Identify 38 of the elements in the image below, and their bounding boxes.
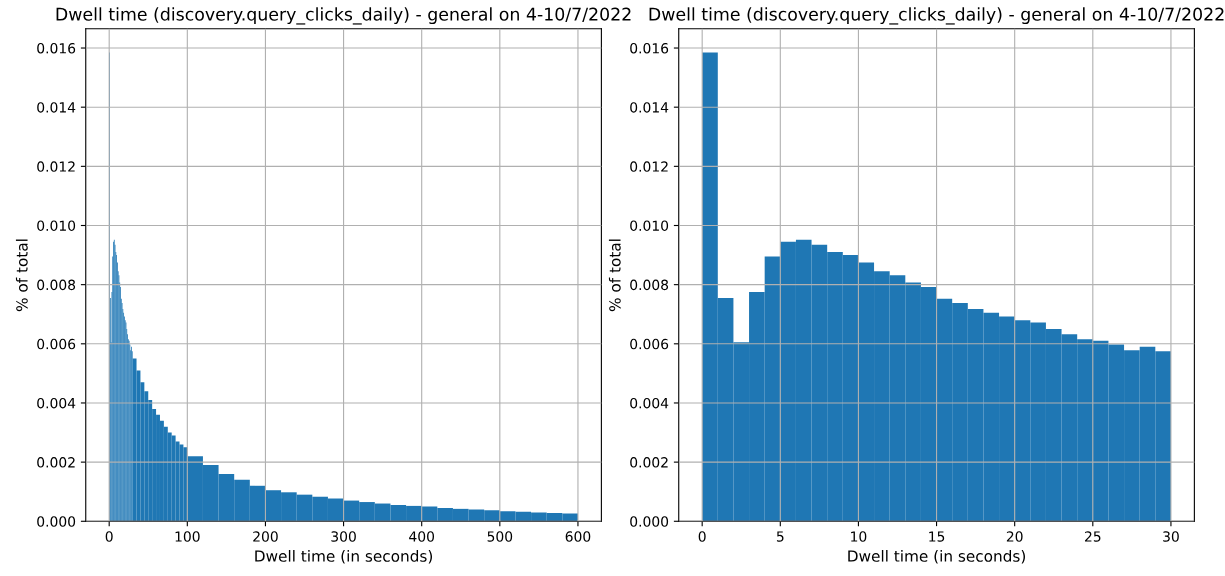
- x-tick-label: 0: [105, 531, 113, 542]
- chart-title: Dwell time (discovery.query_clicks_daily) - general on 4-10/7/2022: [56, 7, 631, 25]
- x-tick-label: 500: [487, 531, 513, 542]
- y-tick-label: 0.000: [37, 516, 76, 527]
- x-tick-label: 30: [1163, 531, 1179, 542]
- x-tick-label: 10: [851, 531, 867, 542]
- y-tick-label: 0.004: [37, 397, 76, 409]
- x-tick-label: 100: [175, 531, 200, 542]
- x-tick-label: 0: [698, 531, 706, 542]
- y-tick-label: 0.014: [630, 102, 669, 113]
- x-tick-label: 25: [1084, 531, 1101, 542]
- x-axis-title: Dwell time (in seconds): [255, 550, 433, 564]
- x-tick-label: 400: [409, 531, 435, 542]
- y-axis-title: % of total: [608, 239, 621, 312]
- y-tick-label: 0.002: [630, 457, 668, 468]
- y-tick-label: 0.012: [630, 161, 668, 172]
- y-tick-label: 0.014: [37, 102, 76, 113]
- y-tick-label: 0.010: [37, 220, 76, 231]
- x-tick-label: 300: [331, 531, 356, 542]
- y-tick-label: 0.008: [37, 279, 76, 291]
- y-axis-title: % of total: [15, 239, 28, 312]
- x-tick-label: 200: [253, 531, 278, 542]
- x-axis-title: Dwell time (in seconds): [848, 550, 1026, 564]
- y-tick-label: 0.012: [37, 161, 75, 172]
- y-tick-label: 0.000: [630, 516, 669, 527]
- x-tick-label: 600: [565, 531, 591, 542]
- x-tick-label: 5: [776, 531, 784, 542]
- y-tick-label: 0.016: [37, 42, 76, 54]
- y-tick-label: 0.016: [630, 42, 669, 54]
- chart-title: Dwell time (discovery.query_clicks_daily) - general on 4-10/7/2022: [649, 7, 1224, 25]
- x-tick-label: 15: [929, 531, 945, 542]
- x-tick-label: 20: [1006, 531, 1023, 542]
- y-tick-label: 0.004: [630, 397, 669, 409]
- y-tick-label: 0.010: [630, 220, 669, 231]
- y-tick-label: 0.002: [37, 457, 75, 468]
- y-tick-label: 0.008: [630, 279, 669, 291]
- y-tick-label: 0.006: [37, 338, 76, 350]
- y-tick-label: 0.006: [630, 338, 669, 350]
